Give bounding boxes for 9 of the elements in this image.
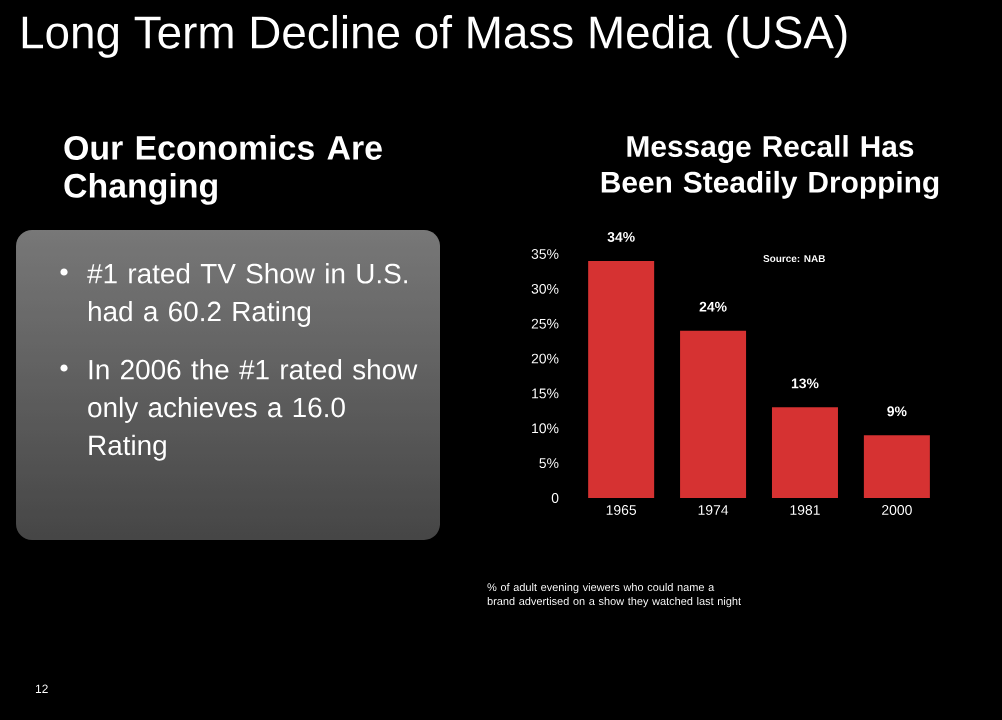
bar — [680, 330, 747, 498]
text: Our Economics Are Changing — [64, 135, 382, 205]
text: Long Term Decline of Mass Media (USA) — [22, 15, 847, 58]
bar — [863, 435, 930, 498]
bar — [588, 260, 655, 498]
text: In 2006 the #1 rated show only achieves a 16.0 Rating — [88, 359, 418, 461]
text: #1 rated TV Show in U.S. had a 60.2 Rating — [87, 263, 407, 327]
chart-title: Message Recall Has Been Steadily Dropping — [601, 135, 939, 199]
bar — [771, 407, 838, 498]
